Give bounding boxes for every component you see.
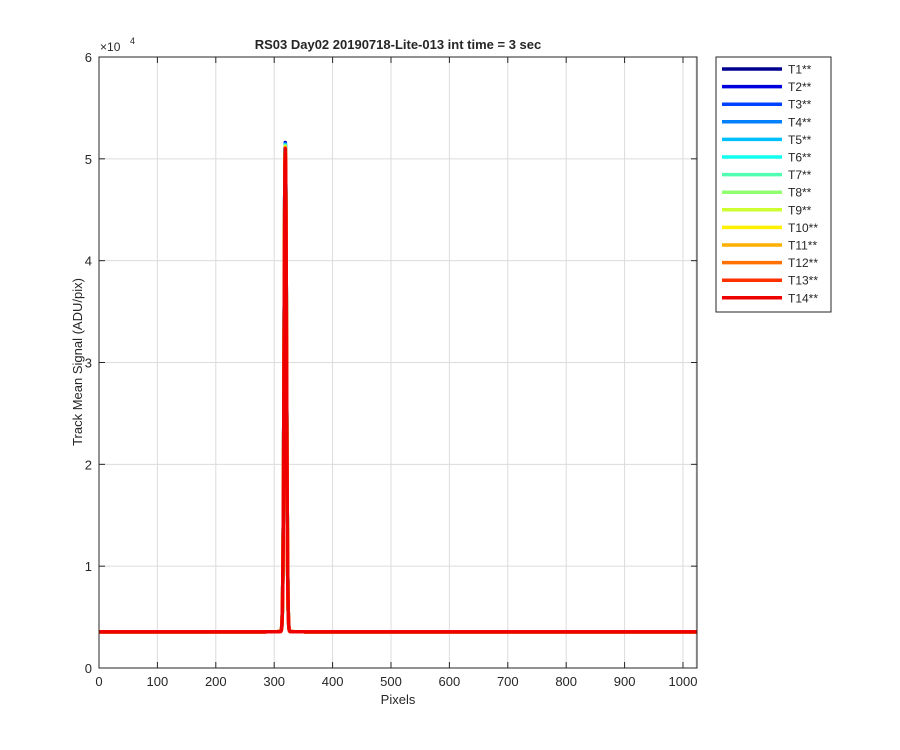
y-axis-label: Track Mean Signal (ADU/pix): [70, 278, 85, 446]
legend-entry: T8**: [722, 186, 812, 200]
legend-entry: T3**: [722, 98, 812, 112]
legend-entry: T6**: [722, 151, 812, 165]
legend-label: T4**: [788, 115, 812, 129]
series-lines: [97, 140, 699, 634]
x-tick-label: 600: [439, 674, 461, 689]
legend-entry: T2**: [722, 80, 812, 94]
series-line: [97, 147, 699, 634]
y-tick-label: 0: [85, 661, 92, 676]
chart-title: RS03 Day02 20190718-Lite-013 int time = …: [255, 37, 542, 52]
legend-label: T5**: [788, 133, 812, 147]
legend-entries: T1** T2** T3** T4** T5** T6** T7** T8** T9** T10*…: [722, 63, 818, 305]
legend-label: T1**: [788, 63, 812, 77]
y-tick-label: 3: [85, 356, 92, 371]
legend-label: T9**: [788, 203, 812, 217]
legend-entry: T4**: [722, 115, 812, 129]
x-tick-label: 400: [322, 674, 344, 689]
legend-entry: T13**: [722, 274, 818, 288]
y-exponent-label: ×10 4: [100, 36, 135, 54]
x-tick-label: 300: [263, 674, 285, 689]
y-tick-label: 1: [85, 559, 92, 574]
x-tick-label: 100: [147, 674, 169, 689]
legend-label: T13**: [788, 274, 818, 288]
legend-box: [715, 56, 832, 313]
svg-text:×10: ×10: [100, 40, 121, 54]
x-tick-label: 200: [205, 674, 227, 689]
y-tick-label: 5: [85, 152, 92, 167]
legend-entry: T5**: [722, 133, 812, 147]
x-tick-labels: 0 100 200 300 400 500 600 700 800 900 1000: [95, 674, 697, 689]
x-tick-label: 800: [555, 674, 577, 689]
x-tick-label: 700: [497, 674, 519, 689]
y-exponent-base: 10: [107, 40, 121, 54]
y-tick-label: 4: [85, 254, 92, 269]
x-axis-label: Pixels: [381, 692, 416, 707]
y-tick-label: 6: [85, 50, 92, 65]
y-exponent-prefix: ×: [100, 40, 107, 54]
axis-ticks: [98, 56, 697, 669]
x-tick-label: 0: [95, 674, 102, 689]
legend-entry: T12**: [722, 256, 818, 270]
legend-label: T7**: [788, 168, 812, 182]
legend-label: T10**: [788, 221, 818, 235]
legend-entry: T9**: [722, 203, 812, 217]
legend: T1** T2** T3** T4** T5** T6** T7** T8** T9** T10*…: [715, 56, 832, 313]
legend-entry: T14**: [722, 291, 818, 305]
legend-label: T3**: [788, 98, 812, 112]
x-tick-label: 500: [380, 674, 402, 689]
y-tick-label: 2: [85, 457, 92, 472]
legend-label: T8**: [788, 186, 812, 200]
legend-entry: T11**: [722, 239, 817, 253]
y-exponent-power: 4: [130, 36, 135, 46]
legend-entry: T10**: [722, 221, 818, 235]
y-tick-labels: 0 1 2 3 4 5 6: [85, 50, 92, 676]
x-tick-label: 1000: [669, 674, 698, 689]
legend-label: T2**: [788, 80, 812, 94]
legend-label: T11**: [788, 239, 817, 253]
legend-label: T6**: [788, 151, 812, 165]
x-tick-label: 900: [614, 674, 636, 689]
legend-entry: T7**: [722, 168, 812, 182]
legend-entry: T1**: [722, 63, 812, 77]
legend-label: T12**: [788, 256, 818, 270]
legend-label: T14**: [788, 291, 818, 305]
